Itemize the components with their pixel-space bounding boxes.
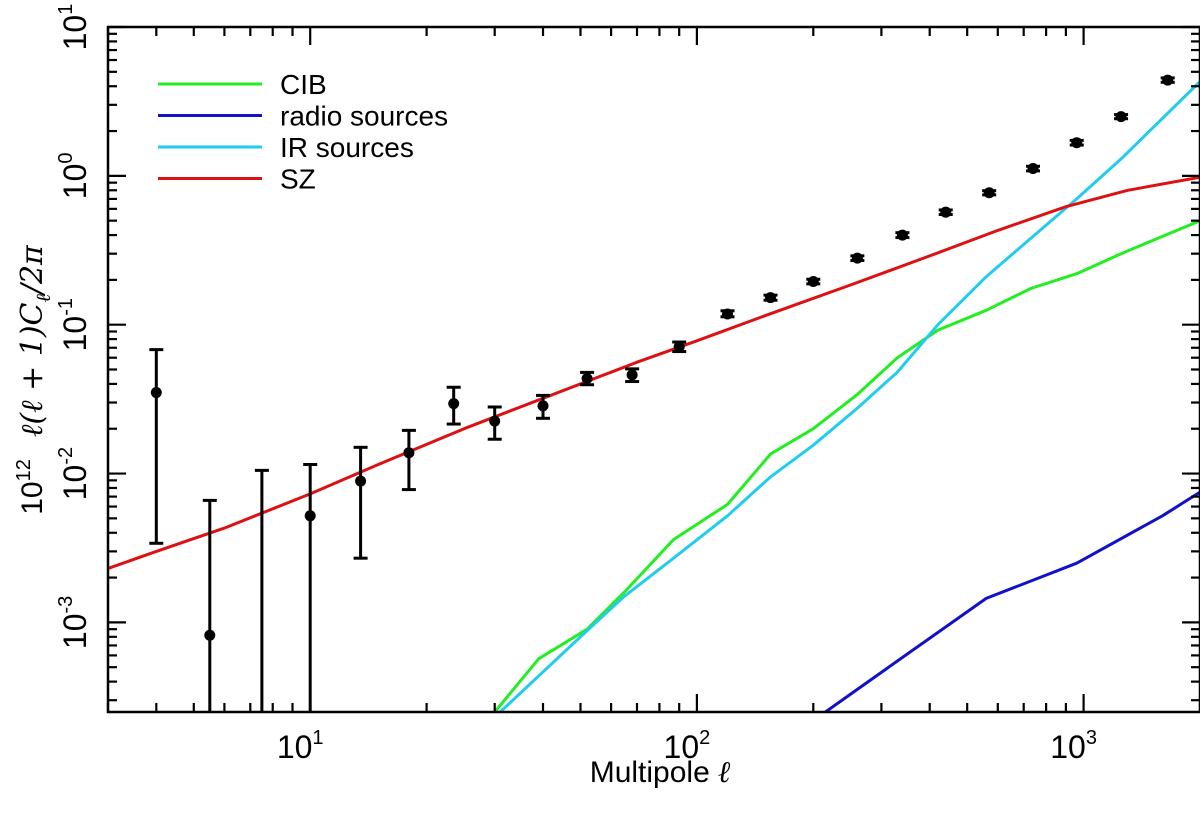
data-point [763,292,778,304]
legend-item-radio-sources: radio sources [158,101,448,132]
y-axis-title-sub: ℓ [31,293,55,302]
data-marker [673,341,685,353]
data-marker [581,373,593,385]
series-line-radio-sources [824,490,1200,712]
data-marker [896,229,908,241]
data-point [149,348,164,545]
data-marker [764,292,776,304]
data-point [850,252,865,264]
y-tick-label: 100 [55,152,93,199]
legend-label: SZ [280,164,316,195]
data-point [672,340,687,354]
series-line-sz [108,175,1200,570]
data-point [625,367,640,384]
data-marker [150,387,162,399]
x-axis-title-symbol: ℓ [718,755,731,790]
y-axis-title-suffix: /2π [15,244,50,297]
data-point [353,445,368,560]
series-line-cib [493,219,1200,712]
data-point [895,229,910,241]
data-point [982,187,997,199]
x-axis-title-text: Multipole [590,756,710,789]
data-point [1026,163,1041,175]
tick-labels: 101 102 103 10-3 10-2 10-1 100 101 [55,4,1097,765]
legend-item-sz: SZ [158,164,316,195]
y-tick-label: 10-1 [55,298,93,351]
data-point [536,393,551,420]
legend-label: CIB [280,69,327,100]
data-point [254,468,269,712]
y-tick-label: 10-2 [55,447,93,500]
data-marker [807,276,819,288]
legend-item-cib: CIB [158,69,327,100]
data-marker [722,308,734,320]
y-tick-label: 10-3 [55,596,93,649]
data-marker [983,187,995,199]
y-axis-title-prefix: 10 [16,481,49,514]
chart-curves [108,80,1200,712]
data-marker [626,369,638,381]
chart-data-points [149,74,1175,712]
data-point [303,463,318,712]
data-point [487,405,502,441]
data-point [806,276,821,288]
x-tick-label: 102 [664,727,711,765]
legend-label: radio sources [280,101,448,132]
series-line-ir-sources [499,80,1200,712]
data-point [938,206,953,218]
x-axis-title: Multipole ℓ [590,755,731,790]
data-marker [448,398,460,410]
axis-ticks [106,25,1200,712]
data-point [720,308,735,320]
data-marker [489,415,501,427]
data-point [202,498,217,712]
y-axis-title: 1012 ℓ(ℓ + 1)Cℓ/2π [13,244,55,515]
x-tick-label: 101 [277,727,324,765]
data-point [446,385,461,426]
y-axis-title-expr: ℓ(ℓ + 1)C [15,302,50,437]
data-point [1114,111,1129,123]
data-marker [1162,74,1174,86]
plot-frame [106,25,1200,714]
data-point [1069,137,1084,149]
data-point [580,370,595,387]
data-point [1160,74,1175,86]
data-marker [940,206,952,218]
data-marker [1027,163,1039,175]
data-marker [403,447,415,459]
data-marker [537,400,549,412]
data-marker [304,510,316,522]
x-tick-label: 103 [1050,727,1097,765]
data-point [401,428,416,492]
legend-label: IR sources [280,132,414,163]
y-axis-title-prefix-exp: 12 [13,459,35,481]
legend-item-ir-sources: IR sources [158,132,414,163]
data-marker [1115,111,1127,123]
data-marker [204,629,216,641]
data-marker [1071,137,1083,149]
y-tick-label: 101 [55,4,93,51]
data-marker [355,475,367,487]
data-marker [851,252,863,264]
